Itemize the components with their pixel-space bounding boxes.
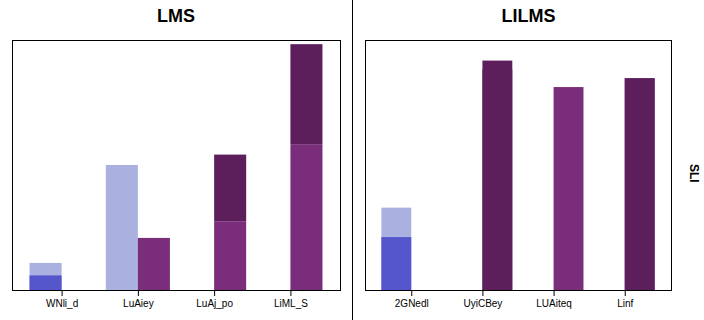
svg-text:2GNedl: 2GNedl	[395, 298, 429, 309]
svg-text:LiML_S: LiML_S	[274, 298, 308, 309]
svg-text:LuAj_po: LuAj_po	[196, 298, 233, 309]
svg-text:LUAiteq: LUAiteq	[536, 298, 572, 309]
svg-text:Linf: Linf	[617, 298, 633, 309]
svg-text:LuAiey: LuAiey	[123, 298, 154, 309]
html-text:LILMS: LILMS	[501, 6, 556, 26]
svg-text:UyiCBey: UyiCBey	[463, 298, 502, 309]
svg-text:WNli_d: WNli_d	[46, 298, 78, 309]
html-text:LMS: LMS	[157, 6, 195, 26]
html-text:SLI: SLI	[687, 163, 701, 183]
